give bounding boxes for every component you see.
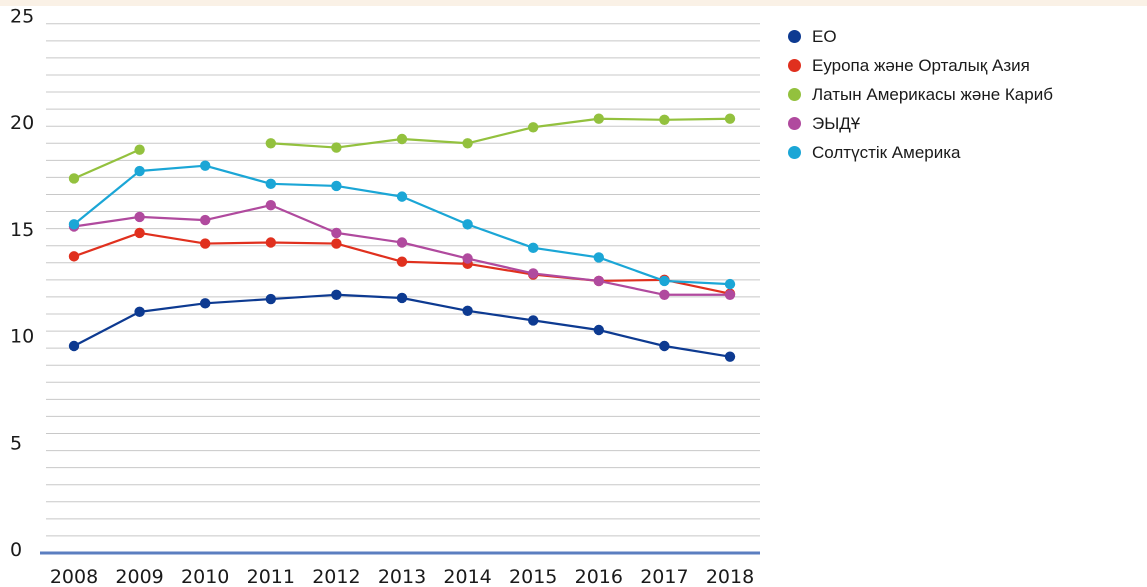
x-tick-label: 2016: [575, 566, 623, 587]
x-tick-label: 2014: [443, 566, 491, 587]
data-point: [396, 237, 408, 248]
data-point: [265, 138, 276, 149]
legend-marker-icon: [788, 30, 801, 43]
legend-marker-icon: [788, 117, 801, 130]
legend-label: Солтүстік Америка: [812, 143, 961, 162]
data-point: [462, 219, 473, 230]
data-point: [68, 219, 80, 230]
data-point: [134, 165, 145, 177]
x-tick-label: 2010: [181, 566, 229, 587]
top-band: [0, 0, 1147, 6]
y-axis-ticks: 0 5 10 15 20 25: [10, 6, 34, 562]
data-point: [659, 275, 670, 287]
data-point: [593, 324, 604, 336]
grid-layer: [40, 23, 760, 555]
y-tick-label: 15: [10, 219, 34, 241]
data-point: [593, 275, 604, 287]
legend: ЕО Еуропа және Орталық Азия Латын Америк…: [788, 22, 1053, 167]
data-point: [134, 227, 145, 239]
data-point: [462, 138, 473, 149]
data-point: [396, 292, 408, 304]
data-point: [134, 211, 145, 223]
data-point: [265, 178, 276, 190]
legend-label: Латын Америкасы және Кариб: [812, 85, 1053, 104]
series-layer: [68, 113, 736, 362]
legend-marker-icon: [788, 88, 801, 101]
legend-item-europe-central-asia: Еуропа және Орталық Азия: [788, 51, 1053, 80]
y-tick-label: 5: [10, 432, 22, 454]
x-tick-label: 2008: [50, 566, 98, 587]
data-point: [462, 253, 473, 264]
data-point: [134, 306, 145, 318]
y-tick-label: 0: [10, 539, 22, 561]
data-point: [265, 293, 276, 305]
data-point: [396, 256, 408, 267]
data-point: [593, 252, 604, 263]
series-2: [68, 113, 736, 184]
data-point: [200, 214, 211, 226]
data-point: [724, 278, 736, 290]
x-tick-label: 2013: [378, 566, 426, 587]
y-tick-label: 25: [10, 6, 34, 28]
data-point: [528, 122, 539, 133]
x-tick-label: 2015: [509, 566, 557, 587]
data-point: [659, 289, 670, 300]
data-point: [200, 238, 211, 249]
data-point: [659, 114, 670, 125]
series-line: [270, 117, 731, 149]
data-point: [68, 251, 80, 262]
x-tick-label: 2018: [706, 566, 754, 587]
data-point: [265, 199, 276, 211]
data-point: [331, 227, 342, 239]
series-line: [73, 293, 731, 358]
data-point: [331, 289, 342, 300]
data-point: [331, 142, 342, 153]
x-tick-label: 2011: [247, 566, 295, 587]
legend-item-north-america: Солтүстік Америка: [788, 138, 1053, 167]
data-point: [593, 113, 604, 124]
legend-label: ЭЫДҰ: [812, 114, 861, 133]
data-point: [659, 340, 670, 352]
data-point: [331, 238, 342, 249]
series-4: [68, 160, 736, 290]
y-tick-label: 10: [10, 326, 34, 348]
data-point: [200, 298, 211, 309]
data-point: [68, 340, 80, 352]
legend-marker-icon: [788, 146, 801, 159]
data-point: [331, 180, 342, 192]
data-point: [724, 289, 736, 300]
legend-item-eu: ЕО: [788, 22, 1053, 51]
data-point: [265, 237, 276, 248]
series-3: [68, 199, 736, 300]
data-point: [462, 305, 473, 316]
data-point: [528, 242, 539, 254]
legend-item-oecd: ЭЫДҰ: [788, 109, 1053, 138]
legend-marker-icon: [788, 59, 801, 72]
x-tick-label: 2012: [312, 566, 360, 587]
data-point: [134, 144, 145, 155]
data-point: [200, 160, 211, 171]
data-point: [528, 268, 539, 279]
x-tick-label: 2017: [640, 566, 688, 587]
series-line: [73, 148, 141, 180]
legend-label: ЕО: [812, 27, 837, 46]
data-point: [724, 351, 736, 362]
y-tick-label: 20: [10, 112, 34, 134]
data-point: [396, 133, 408, 145]
data-point: [68, 173, 80, 184]
x-axis-ticks: 2008 2009 2010 2011 2012 2013 2014 2015 2016 2017…: [50, 566, 754, 587]
data-point: [724, 113, 736, 124]
legend-item-latin-america-caribbean: Латын Америкасы және Кариб: [788, 80, 1053, 109]
data-point: [396, 191, 408, 202]
series-0: [68, 289, 736, 362]
legend-label: Еуропа және Орталық Азия: [812, 56, 1030, 75]
data-point: [528, 315, 539, 326]
x-tick-label: 2009: [115, 566, 163, 587]
